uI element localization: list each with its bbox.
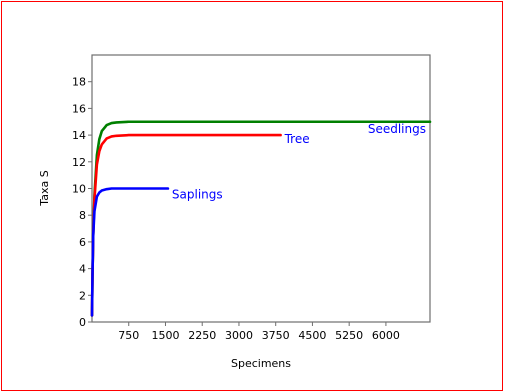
- y-tick-label: 18: [72, 76, 86, 89]
- y-tick-label: 4: [79, 263, 86, 276]
- series-label-tree: Tree: [284, 132, 310, 146]
- series-label-seedlings: Seedlings: [368, 122, 426, 136]
- x-tick-label: 1500: [151, 329, 179, 342]
- y-tick-label: 6: [79, 236, 86, 249]
- y-tick-label: 2: [79, 289, 86, 302]
- y-tick-label: 12: [72, 156, 86, 169]
- series-line-saplings: [90, 187, 170, 317]
- x-axis-title: Specimens: [231, 357, 291, 370]
- x-tick-label: 3000: [225, 329, 253, 342]
- y-tick-label: 10: [72, 183, 86, 196]
- x-tick-label: 6000: [372, 329, 400, 342]
- x-tick-label: 4500: [298, 329, 326, 342]
- x-tick-label: 2250: [188, 329, 216, 342]
- y-tick-label: 0: [79, 316, 86, 329]
- x-tick-label: 5250: [335, 329, 363, 342]
- series-labels: Seedlings Tree Saplings: [172, 122, 426, 202]
- y-axis: 0 2 4 6 8 10 12 14 16 18: [72, 76, 92, 329]
- y-tick-label: 16: [72, 102, 86, 115]
- y-tick-label: 14: [72, 129, 86, 142]
- x-tick-label: 3750: [262, 329, 290, 342]
- y-tick-label: 8: [79, 209, 86, 222]
- y-axis-title: Taxa S: [38, 170, 51, 206]
- x-axis: 750 1500 2250 3000 3750 4500 5250 6000: [118, 322, 400, 342]
- series-label-saplings: Saplings: [172, 188, 223, 202]
- x-tick-label: 750: [118, 329, 139, 342]
- series-group: [90, 120, 432, 317]
